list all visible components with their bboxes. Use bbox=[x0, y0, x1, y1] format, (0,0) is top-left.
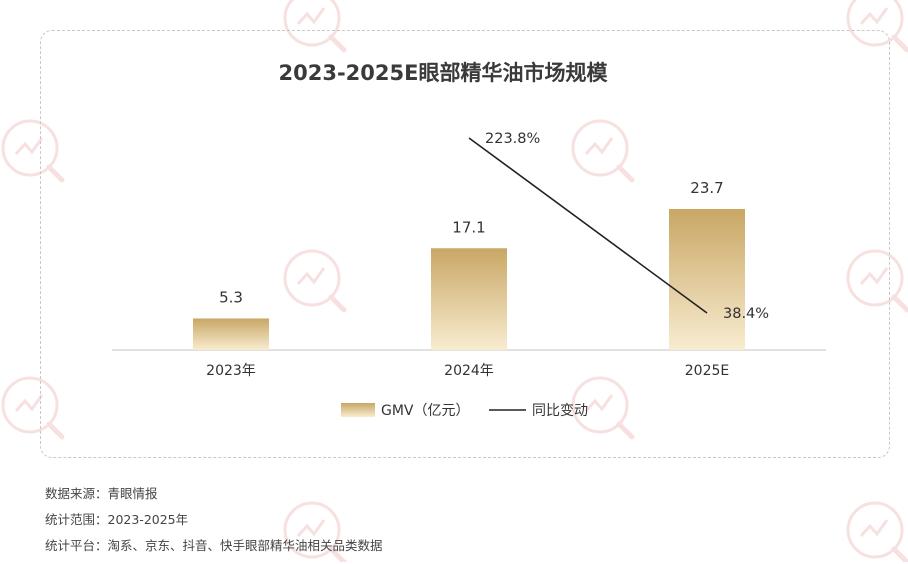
bar-1 bbox=[431, 248, 507, 350]
chart-panel bbox=[40, 30, 890, 458]
x-tick-label-0: 2023年 bbox=[206, 363, 256, 379]
legend-line-label: 同比变动 bbox=[532, 403, 588, 419]
watermark-icon bbox=[846, 501, 908, 562]
source-notes: 数据来源：青眼情报 统计范围：2023-2025年 统计平台：淘系、京东、抖音、… bbox=[45, 486, 383, 564]
growth-label-2: 38.4% bbox=[723, 306, 769, 322]
bar-value-label-2: 23.7 bbox=[690, 179, 723, 197]
growth-label-1: 223.8% bbox=[485, 131, 540, 147]
bar-value-label-1: 17.1 bbox=[452, 218, 485, 236]
legend-bar-label: GMV（亿元） bbox=[381, 403, 470, 419]
x-tick-label-2: 2025E bbox=[685, 363, 729, 379]
bar-value-label-0: 5.3 bbox=[219, 288, 243, 306]
range-note: 统计范围：2023-2025年 bbox=[45, 512, 189, 527]
legend: GMV（亿元） 同比变动 bbox=[341, 403, 588, 419]
x-tick-label-1: 2024年 bbox=[444, 363, 494, 379]
chart-title: 2023-2025E眼部精华油市场规模 bbox=[279, 61, 609, 85]
platform-note: 统计平台：淘系、京东、抖音、快手眼部精华油相关品类数据 bbox=[45, 538, 383, 553]
growth-line bbox=[468, 137, 708, 314]
bar-0 bbox=[193, 318, 269, 350]
legend-bar-swatch bbox=[341, 403, 375, 417]
chart: 2023-2025E眼部精华油市场规模 5.3 2023年 17.1 2024年 23.… bbox=[112, 61, 826, 419]
bar-2 bbox=[669, 209, 745, 350]
source-note: 数据来源：青眼情报 bbox=[45, 486, 158, 501]
